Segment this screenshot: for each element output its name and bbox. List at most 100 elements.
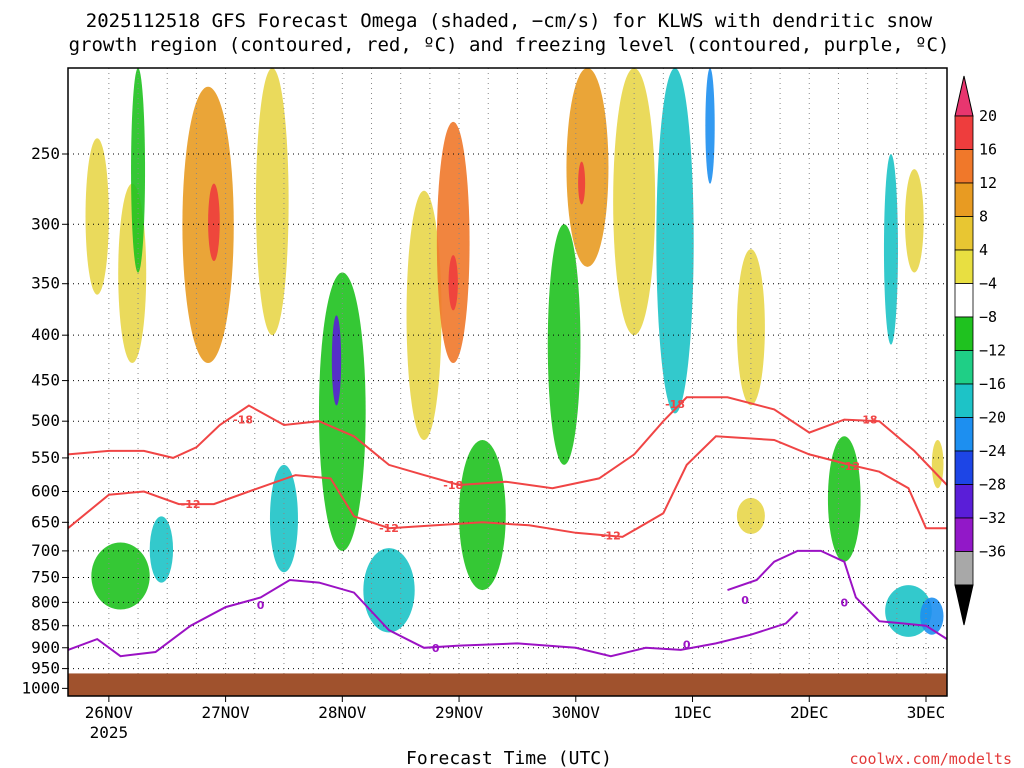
- omega-blob: [931, 439, 944, 489]
- omega-blob: [656, 68, 694, 414]
- y-tick-label: 850: [31, 616, 60, 635]
- omega-blob: [331, 315, 342, 406]
- contour-label: -18: [443, 479, 463, 492]
- colorbar-label: −32: [979, 509, 1006, 527]
- colorbar-segment: [954, 283, 974, 318]
- y-tick-label: 650: [31, 512, 60, 531]
- omega-blob: [182, 86, 234, 364]
- y-tick-label: 350: [31, 274, 60, 293]
- y-tick-label: 1000: [21, 678, 60, 697]
- colorbar-label: −28: [979, 476, 1006, 494]
- colorbar-segment: [954, 115, 974, 150]
- omega-blob: [566, 68, 609, 267]
- contour-line: [67, 578, 799, 658]
- colorbar: 20 16 12 8 4 −4 −8 −12 −16 −20 −24 −28 −32 −36: [954, 75, 1006, 626]
- credit-link[interactable]: coolwx.com/modelts: [849, 750, 1012, 768]
- omega-blob: [363, 548, 415, 633]
- omega-blob: [736, 497, 765, 535]
- x-tick-label: 3DEC: [907, 703, 946, 722]
- omega-blob: [149, 516, 174, 583]
- colorbar-bottom-arrow: [954, 584, 974, 626]
- omega-blob: [613, 68, 656, 336]
- x-tick-label: 29NOV: [435, 703, 484, 722]
- omega-blob: [547, 224, 581, 465]
- colorbar-label: −16: [979, 375, 1006, 393]
- contour-label: 0: [683, 639, 691, 652]
- omega-blob: [131, 68, 146, 273]
- colorbar-label: −24: [979, 442, 1006, 460]
- colorbar-label: 8: [979, 208, 988, 226]
- x-tick-label: 28NOV: [318, 703, 367, 722]
- y-tick-label: 900: [31, 638, 60, 657]
- y-tick-label: 750: [31, 567, 60, 586]
- colorbar-segment: [954, 182, 974, 217]
- colorbar-segment: [954, 450, 974, 485]
- contour-label: 0: [741, 594, 749, 607]
- x-tick-label: 26NOV: [85, 703, 134, 722]
- colorbar-label: 20: [979, 107, 997, 125]
- contour-label: 0: [432, 642, 440, 655]
- y-axis-ticks: 250 300 350 400 450 500 550 600 650 700 750 800 850 9…: [21, 144, 68, 697]
- contour-label: -18: [858, 414, 878, 427]
- colorbar-label: −36: [979, 543, 1006, 561]
- y-tick-label: 800: [31, 592, 60, 611]
- omega-blob: [827, 436, 861, 562]
- contour-layer: -18 -18 -18 -18 -12 -12 -12 -12 0 0 0 0 0: [67, 396, 948, 658]
- x-tick-label: 30NOV: [552, 703, 601, 722]
- x-tick-label: 2DEC: [790, 703, 829, 722]
- contour-label: -18: [233, 414, 253, 427]
- contour-line: [727, 549, 948, 640]
- contour-label: 0: [840, 596, 848, 609]
- y-tick-label: 250: [31, 144, 60, 163]
- omega-blob: [91, 542, 150, 610]
- omega-blob: [736, 249, 765, 406]
- omega-blob: [705, 68, 715, 184]
- x-tick-label: 27NOV: [202, 703, 251, 722]
- contour-line: [67, 396, 948, 490]
- colorbar-label: −20: [979, 409, 1006, 427]
- x-tick-sublabel: 2025: [90, 723, 129, 742]
- ground-surface: [68, 673, 947, 696]
- y-tick-label: 700: [31, 541, 60, 560]
- colorbar-label: −4: [979, 275, 997, 293]
- contour-label: 0: [257, 599, 265, 612]
- contour-label: -18: [665, 398, 685, 411]
- y-tick-label: 400: [31, 325, 60, 344]
- colorbar-top-arrow: [954, 75, 974, 117]
- x-axis-label: Forecast Time (UTC): [406, 748, 612, 768]
- plot-area: -18 -18 -18 -18 -12 -12 -12 -12 0 0 0 0 0: [67, 67, 948, 697]
- chart-title-line2: growth region (contoured, red, ºC) and f…: [69, 34, 950, 56]
- omega-blob: [883, 154, 898, 345]
- omega-blob: [459, 439, 506, 591]
- colorbar-segment: [954, 484, 974, 519]
- omega-blob: [208, 183, 220, 262]
- colorbar-segment: [954, 149, 974, 184]
- y-tick-label: 550: [31, 448, 60, 467]
- omega-blob: [436, 121, 470, 364]
- contour-label: -12: [840, 460, 860, 473]
- y-tick-label: 300: [31, 214, 60, 233]
- y-tick-label: 950: [31, 659, 60, 678]
- contour-line: [67, 435, 947, 538]
- colorbar-segment: [954, 383, 974, 418]
- omega-blob: [406, 190, 442, 440]
- contour-label: -12: [379, 522, 399, 535]
- y-tick-label: 600: [31, 481, 60, 500]
- colorbar-label: 16: [979, 141, 997, 159]
- omega-blob: [448, 255, 458, 311]
- colorbar-segment: [954, 350, 974, 385]
- y-tick-label: 450: [31, 371, 60, 390]
- omega-shading-layer: [85, 68, 944, 637]
- plot-frame: [67, 67, 948, 697]
- colorbar-label: −8: [979, 308, 997, 326]
- omega-blob: [255, 68, 289, 336]
- colorbar-segment: [954, 517, 974, 552]
- colorbar-segment: [954, 417, 974, 452]
- colorbar-label: 12: [979, 174, 997, 192]
- chart-title-line1: 2025112518 GFS Forecast Omega (shaded, −…: [86, 10, 933, 32]
- omega-blob: [85, 138, 109, 295]
- contour-label: -12: [601, 530, 621, 543]
- x-tick-label: 1DEC: [673, 703, 712, 722]
